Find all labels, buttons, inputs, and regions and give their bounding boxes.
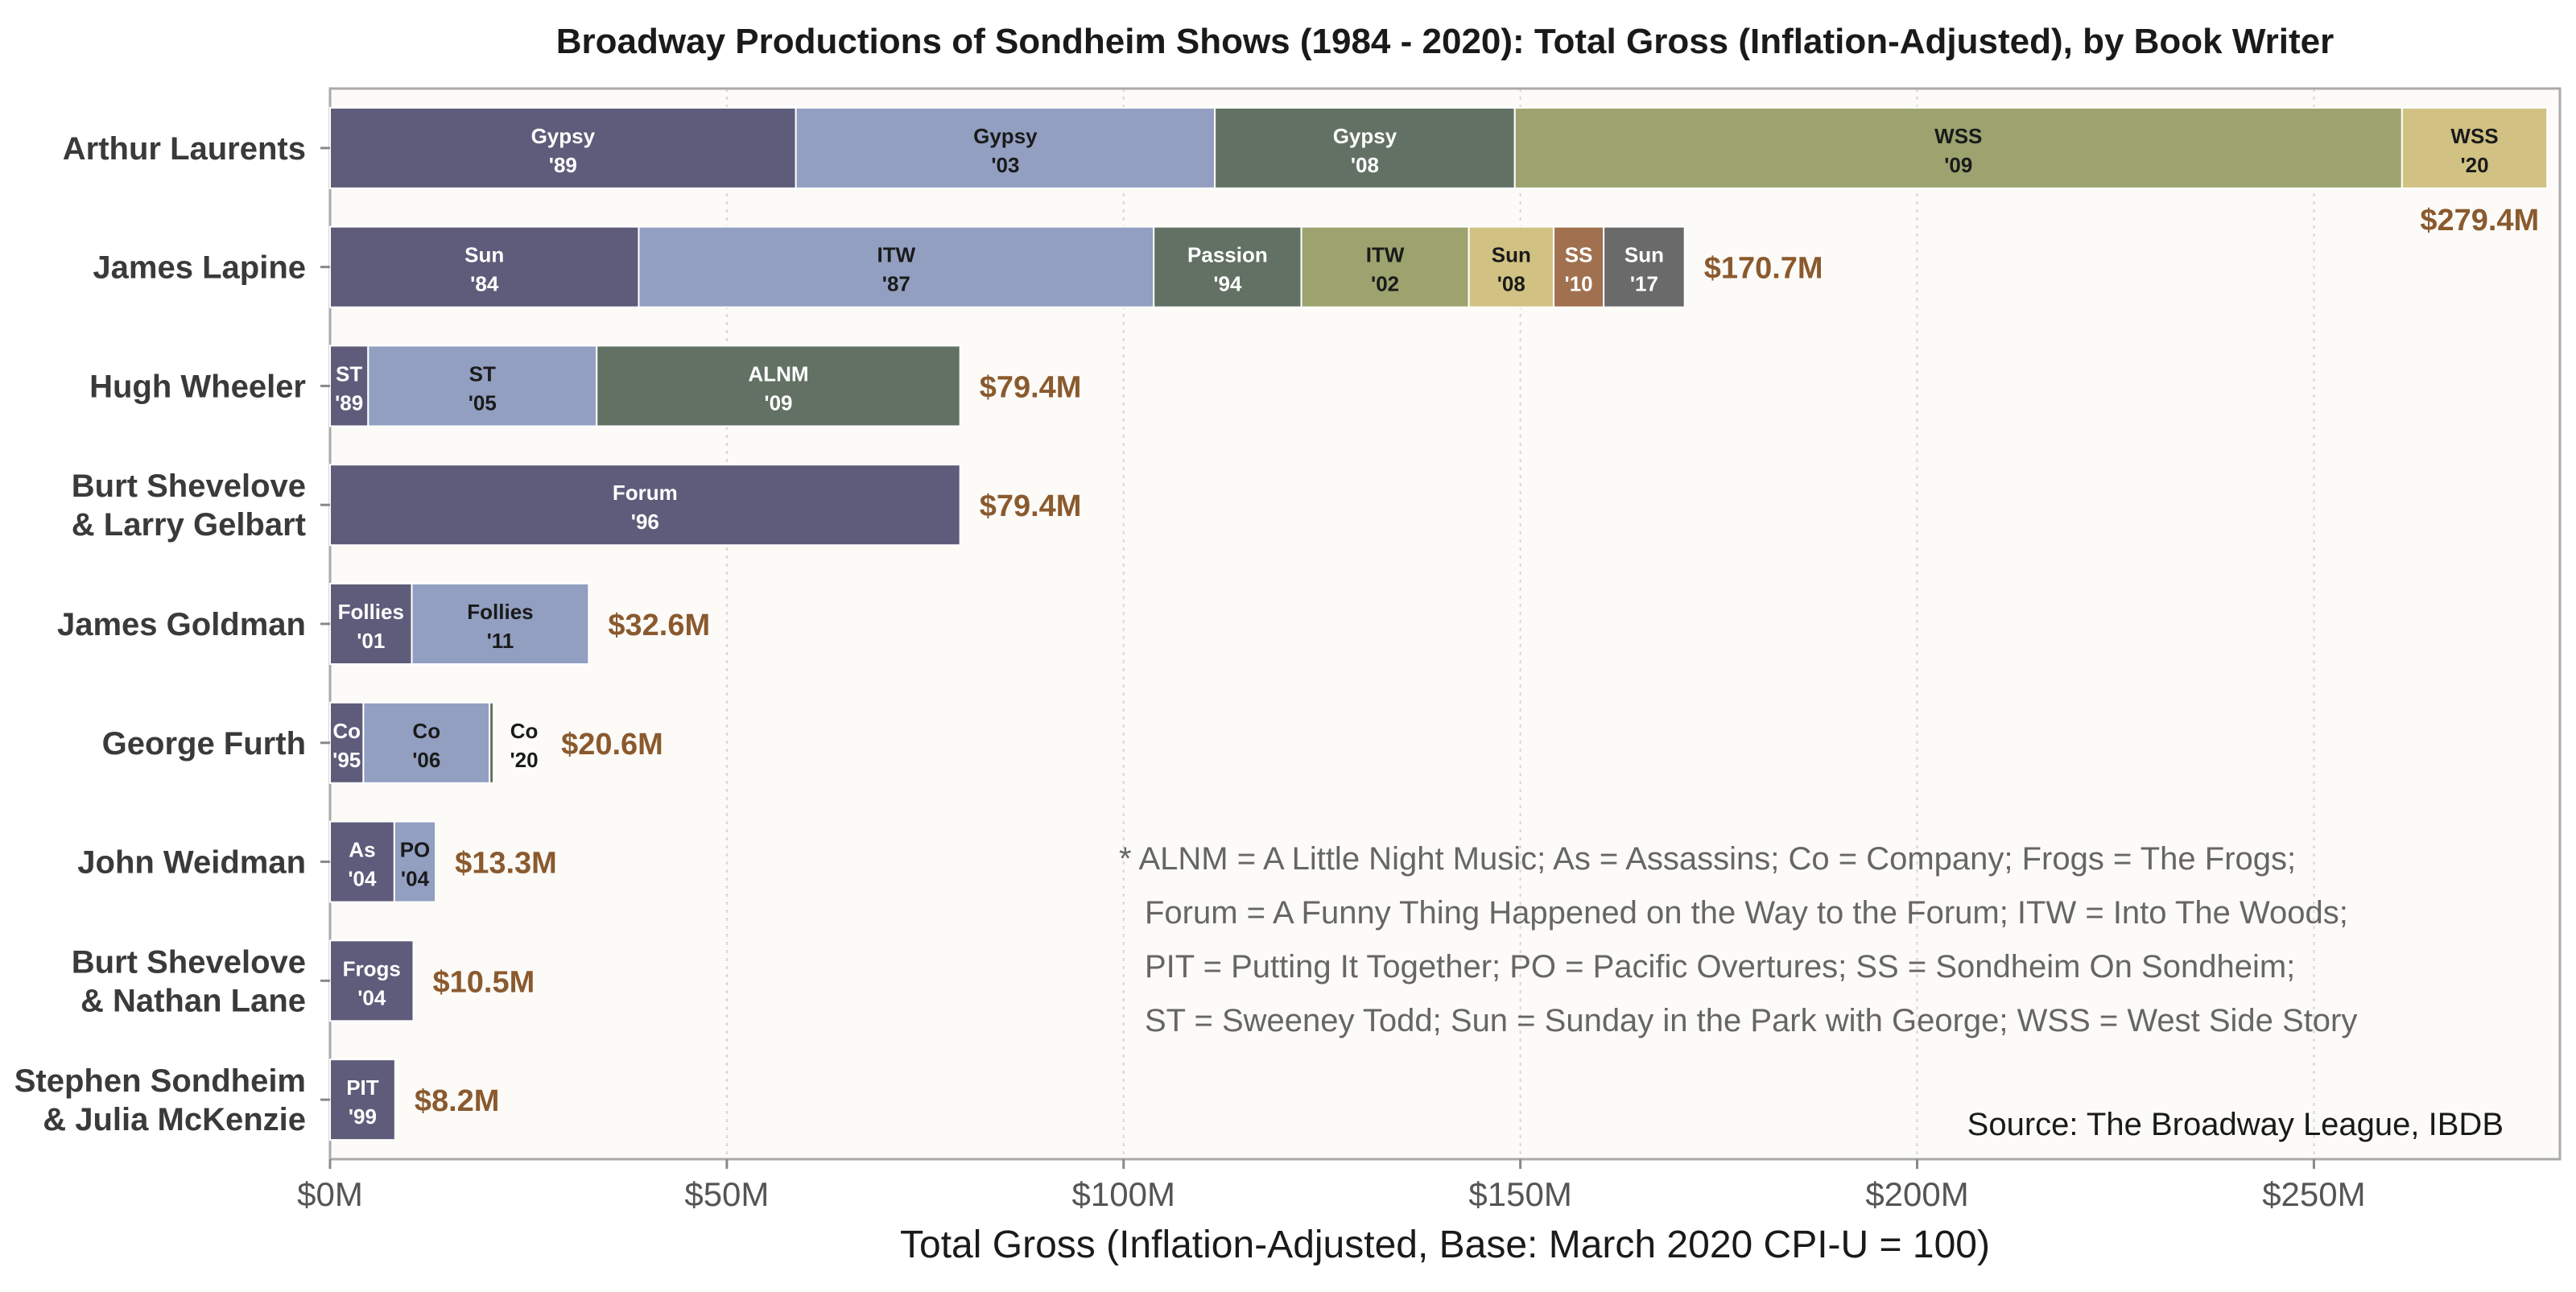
note-line: ST = Sweeney Todd; Sun = Sunday in the P… — [1145, 1003, 2357, 1038]
segment-label: Follies '11 — [467, 600, 533, 653]
x-tick-label: $0M — [297, 1175, 363, 1213]
segment-label: Sun '84 — [464, 243, 504, 296]
category-label: Hugh Wheeler — [89, 369, 306, 404]
category-label: John Weidman — [77, 845, 306, 881]
bar-segment — [1468, 225, 1555, 308]
total-label: $79.4M — [980, 370, 1082, 404]
segment-label: PIT '99 — [346, 1075, 379, 1129]
note-line: Forum = A Funny Thing Happened on the Wa… — [1145, 895, 2348, 931]
category-label: Stephen Sondheim & Julia McKenzie — [14, 1063, 306, 1137]
total-label: $279.4M — [2420, 204, 2539, 237]
x-tick-label: $50M — [684, 1175, 769, 1213]
category-labels: Arthur Laurents James Lapine Hugh Wheeler B… — [14, 131, 330, 1137]
bar-segment — [1153, 225, 1302, 308]
x-tick-label: $150M — [1468, 1175, 1571, 1213]
x-axis-ticks: $0M $50M $100M $150M $200M $250M — [297, 1159, 2366, 1213]
total-label: $170.7M — [1704, 252, 1823, 286]
bar-segment — [329, 464, 961, 547]
segment-label: WSS '20 — [2450, 124, 2498, 177]
segment-label: Follies '01 — [338, 600, 404, 653]
bar-segment — [329, 939, 415, 1022]
abbreviation-notes: * ALNM = A Little Night Music; As = Assa… — [1119, 841, 2357, 1038]
total-label: $13.3M — [455, 847, 557, 881]
category-label: Burt Shevelove & Larry Gelbart — [72, 469, 306, 543]
bar-segment — [329, 345, 369, 427]
x-tick-label: $100M — [1072, 1175, 1175, 1213]
segment-label: ST '89 — [335, 361, 363, 415]
segment-label: SS '10 — [1565, 243, 1593, 296]
segment-label: Co '95 — [332, 719, 361, 772]
bar-segment — [1513, 106, 2403, 189]
category-label: Arthur Laurents — [63, 131, 306, 167]
segment-label: Co '06 — [412, 719, 440, 772]
segment-label: ST '05 — [469, 361, 497, 415]
bar-segment — [411, 583, 590, 665]
segment-label: Frogs '04 — [343, 956, 401, 1009]
segment-label: As '04 — [348, 838, 377, 891]
total-label: $79.4M — [980, 489, 1082, 523]
segment-label: Sun '08 — [1492, 243, 1531, 296]
category-label: James Goldman — [57, 607, 306, 642]
segment-label: Gypsy '89 — [531, 124, 596, 177]
bar-segment — [489, 701, 495, 784]
bar-segment — [1603, 225, 1686, 308]
source-note: Source: The Broadway League, IBDB — [1967, 1107, 2504, 1142]
bar-segment — [329, 583, 413, 665]
segment-label: Sun '17 — [1624, 243, 1664, 296]
bar-segment — [329, 701, 365, 784]
category-label: Burt Shevelove & Nathan Lane — [72, 944, 306, 1018]
category-label: George Furth — [102, 726, 306, 762]
chart-title: Broadway Productions of Sondheim Shows (… — [556, 22, 2334, 61]
bar-segment — [329, 1059, 396, 1141]
total-label: $32.6M — [608, 609, 710, 642]
segment-label: Gypsy '08 — [1333, 124, 1397, 177]
bar-segment — [393, 820, 437, 903]
bar-segment — [329, 106, 797, 189]
bar-segment — [1553, 225, 1605, 308]
segment-label: Co '20 — [510, 719, 539, 772]
segment-label: Gypsy '03 — [973, 124, 1038, 177]
segment-label: WSS '09 — [1934, 124, 1982, 177]
segment-label: ALNM '09 — [748, 361, 808, 415]
total-label: $10.5M — [433, 965, 535, 999]
segment-label: ITW '87 — [877, 243, 916, 296]
category-label: James Lapine — [93, 250, 306, 286]
x-axis-title: Total Gross (Inflation-Adjusted, Base: M… — [900, 1224, 1990, 1266]
bar-segment — [362, 701, 491, 784]
bar-segment — [638, 225, 1155, 308]
x-tick-label: $250M — [2262, 1175, 2365, 1213]
note-line: * ALNM = A Little Night Music; As = Assa… — [1119, 841, 2296, 877]
bar-segment — [367, 345, 598, 427]
segment-label: ITW '02 — [1366, 243, 1405, 296]
bar-segment — [596, 345, 961, 427]
bars-layer: Gypsy '89 Gypsy '03 Gypsy '08 WSS '09 WSS '20 $279… — [329, 106, 2549, 1141]
segment-label: Forum '96 — [613, 481, 678, 534]
note-line: PIT = Putting It Together; PO = Pacific … — [1145, 949, 2295, 984]
x-tick-label: $200M — [1865, 1175, 1968, 1213]
bar-segment — [2401, 106, 2549, 189]
total-label: $8.2M — [415, 1084, 500, 1118]
segment-label: PO '04 — [400, 838, 431, 891]
total-label: $20.6M — [561, 728, 663, 762]
segment-label: Passion '94 — [1187, 243, 1268, 296]
